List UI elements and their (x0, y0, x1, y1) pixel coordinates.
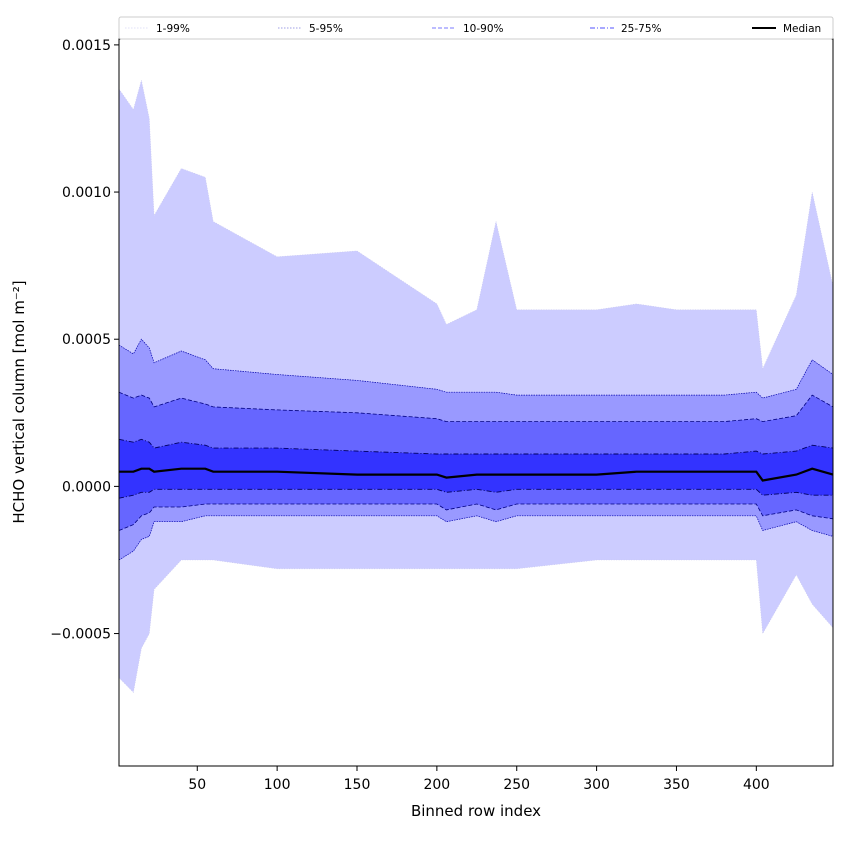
y-tick-label: 0.0015 (62, 38, 111, 54)
line-5-95-lower (118, 515, 834, 561)
line-25-75-lower (118, 488, 833, 499)
percentile-lines (118, 80, 834, 694)
y-tick-label: 0.0000 (62, 479, 111, 495)
legend-label: 10-90% (463, 23, 504, 35)
legend-label: 5-95% (309, 23, 343, 35)
x-tick-label: 100 (264, 777, 291, 793)
line-25-75-upper (118, 438, 834, 455)
line-10-90-lower (118, 503, 834, 531)
x-tick-label: 250 (503, 777, 530, 793)
legend: 1-99% 5-95% 10-90% 25-75% Median (118, 16, 834, 40)
x-axis-label: Binned row index (411, 802, 541, 820)
line-1-99-upper (118, 80, 834, 370)
y-tick-label: −0.0005 (50, 627, 111, 643)
legend-label: Median (783, 23, 821, 35)
legend-label: 1-99% (156, 23, 190, 35)
x-tick-label: 150 (344, 777, 371, 793)
x-tick-label: 350 (663, 777, 690, 793)
x-tick-label: 50 (188, 777, 206, 793)
y-axis-label: HCHO vertical column [mol m⁻²] (10, 280, 28, 523)
line-10-90-upper (118, 391, 834, 423)
x-tick-label: 400 (743, 777, 770, 793)
y-tick-label: 0.0010 (62, 185, 111, 201)
x-axis: 50 100 150 200 250 300 350 400 (188, 766, 770, 793)
percentile-bands (119, 80, 833, 693)
x-tick-label: 300 (583, 777, 610, 793)
y-axis: 0.0015 0.0010 0.0005 0.0000 −0.0005 (50, 38, 119, 643)
legend-box (118, 16, 834, 40)
legend-label: 25-75% (621, 23, 662, 35)
y-tick-label: 0.0005 (62, 332, 111, 348)
line-5-95-upper (118, 338, 834, 399)
x-tick-label: 200 (423, 777, 450, 793)
line-1-99-lower (118, 559, 834, 694)
band-1-99 (119, 80, 833, 693)
median-line (119, 467, 834, 482)
